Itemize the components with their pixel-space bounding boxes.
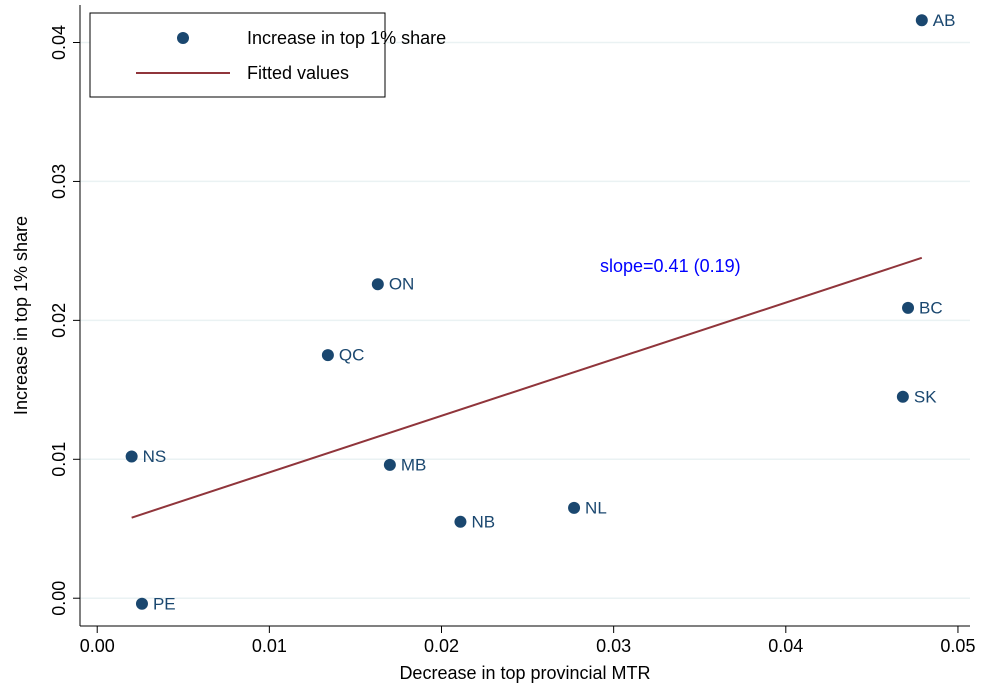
point-label: NS: [143, 447, 167, 466]
data-point: [902, 301, 915, 314]
data-point: [896, 390, 909, 403]
data-point: [371, 278, 384, 291]
x-tick-label: 0.04: [768, 636, 803, 656]
data-point: [454, 515, 467, 528]
x-tick-label: 0.00: [80, 636, 115, 656]
x-tick-label: 0.03: [596, 636, 631, 656]
legend: Increase in top 1% share Fitted values: [89, 12, 446, 98]
point-label: PE: [153, 594, 176, 613]
plot-area: [80, 5, 970, 626]
y-tick-label: 0.04: [49, 25, 69, 60]
y-tick-label: 0.01: [49, 442, 69, 477]
y-tick-label: 0.02: [49, 303, 69, 338]
y-tick-label: 0.03: [49, 164, 69, 199]
point-label: NB: [471, 512, 495, 531]
x-tick-label: 0.05: [940, 636, 975, 656]
x-axis-title: Decrease in top provincial MTR: [399, 663, 650, 683]
data-point: [135, 597, 148, 610]
data-point: [383, 458, 396, 471]
annotation: slope=0.41 (0.19): [600, 256, 741, 276]
legend-marker: [177, 32, 189, 44]
legend-label: Increase in top 1% share: [247, 28, 446, 48]
legend-box: [89, 12, 386, 98]
point-label: MB: [401, 455, 427, 474]
y-tick-label: 0.00: [49, 581, 69, 616]
data-point: [321, 349, 334, 362]
data-point: [125, 450, 138, 463]
data-point: [568, 501, 581, 514]
y-axis-title: Increase in top 1% share: [11, 216, 31, 415]
point-label: BC: [919, 298, 943, 317]
legend-label: Fitted values: [247, 63, 349, 83]
point-label: NL: [585, 498, 607, 517]
x-tick-label: 0.02: [424, 636, 459, 656]
point-label: ON: [389, 275, 415, 294]
point-label: QC: [339, 346, 365, 365]
fitted-line: [131, 256, 923, 519]
data-point: [915, 14, 928, 27]
point-label: SK: [914, 387, 937, 406]
x-tick-label: 0.01: [252, 636, 287, 656]
point-label: AB: [933, 11, 956, 30]
